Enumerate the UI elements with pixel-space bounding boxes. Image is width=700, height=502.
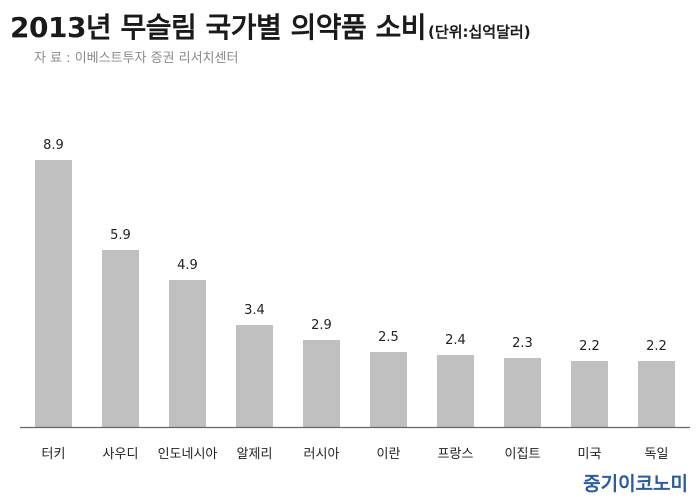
category-label-3: 인도네시아	[158, 447, 218, 462]
category-label-1: 터키	[42, 447, 66, 462]
value-label-7: 2.4	[445, 333, 466, 348]
bar-7	[437, 355, 474, 427]
value-label-3: 4.9	[177, 258, 198, 273]
value-label-8: 2.3	[512, 336, 533, 351]
bar-8	[504, 358, 541, 427]
title-row: 2013년 무슬림 국가별 의약품 소비 (단위:십억달러)	[10, 6, 531, 46]
value-label-2: 5.9	[110, 228, 131, 243]
value-label-1: 8.9	[43, 138, 64, 153]
value-label-9: 2.2	[579, 339, 600, 354]
category-label-10: 독일	[645, 447, 669, 462]
bar-1	[35, 160, 72, 427]
chart-title: 2013년 무슬림 국가별 의약품 소비	[10, 11, 427, 44]
category-label-9: 미국	[578, 447, 602, 462]
brand-logo: 중기이코노미	[583, 473, 688, 495]
bar-6	[370, 352, 407, 427]
bar-3	[169, 280, 206, 427]
category-label-7: 프랑스	[438, 447, 474, 462]
unit-note: (단위:십억달러)	[428, 23, 531, 41]
category-label-2: 사우디	[103, 447, 139, 462]
category-label-6: 이란	[377, 447, 401, 462]
value-label-6: 2.5	[378, 330, 399, 345]
value-label-5: 2.9	[311, 318, 332, 333]
bar-10	[638, 361, 675, 427]
bar-9	[571, 361, 608, 427]
bar-2	[102, 250, 139, 427]
category-label-5: 러시아	[304, 447, 340, 462]
category-label-8: 이집트	[505, 447, 541, 462]
bar-4	[236, 325, 273, 427]
source-note: 자 료 : 이베스트투자 증권 리서치센터	[34, 51, 239, 66]
bar-5	[303, 340, 340, 427]
value-label-10: 2.2	[646, 339, 667, 354]
category-label-4: 알제리	[237, 447, 273, 462]
value-label-4: 3.4	[244, 303, 265, 318]
